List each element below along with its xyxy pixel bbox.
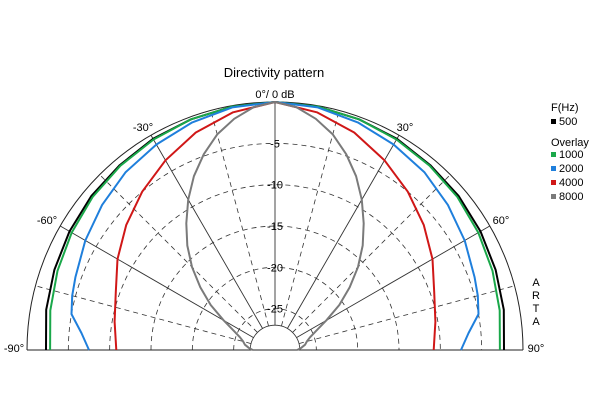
db-tick-label: -5 [270, 138, 280, 150]
legend-swatch [551, 166, 556, 171]
legend-overlay-header: Overlay [551, 137, 589, 149]
angle-tick-label: -30° [133, 122, 153, 134]
angle-tick-label: -90° [4, 343, 24, 355]
db-tick-label: -25 [267, 304, 283, 316]
legend-label: 4000 [559, 177, 583, 189]
legend-swatch [551, 152, 556, 157]
chart-title: Directivity pattern [224, 65, 324, 80]
legend-label: 8000 [559, 191, 583, 203]
legend-swatch [551, 180, 556, 185]
grid-spoke [287, 135, 400, 329]
grid-spoke [298, 285, 515, 344]
db-tick-label: -10 [267, 180, 283, 192]
legend-swatch [551, 194, 556, 199]
grid-spoke [150, 135, 263, 329]
series-layer [45, 101, 505, 351]
db-tick-label: -15 [267, 221, 283, 233]
angle-tick-label: 90° [528, 343, 545, 355]
watermark-letter: A [532, 277, 540, 289]
legend-swatch [551, 119, 556, 124]
series-line-8000 [185, 101, 365, 351]
grid-spoke [99, 174, 258, 333]
grid-spoke [210, 110, 269, 327]
legend-header: F(Hz) [551, 102, 579, 114]
watermark-letter: A [532, 316, 540, 328]
grid-spoke [292, 174, 451, 333]
angle-tick-label: -60° [37, 215, 57, 227]
grid-spoke [281, 110, 340, 327]
angle-tick-label: 30° [397, 122, 414, 134]
watermark-letter: R [532, 290, 540, 302]
grid-spoke [35, 285, 252, 344]
legend-label: 1000 [559, 149, 583, 161]
grid-ring [150, 225, 400, 351]
legend: F(Hz) Overlay 500 1000 2000 4000 8000 [551, 102, 589, 203]
top-label: 0°/ 0 dB [255, 89, 294, 101]
angle-tick-label: 60° [493, 215, 510, 227]
legend-label: 2000 [559, 163, 583, 175]
db-tick-label: -20 [267, 262, 283, 274]
watermark-letter: T [533, 303, 540, 315]
grid-ring-inner [249, 324, 301, 351]
axis-labels: 0°/ 0 dB -5 -10 -15 -20 -25 -90° -60° -30° 30° 60… [4, 89, 544, 355]
legend-label: 500 [559, 116, 577, 128]
